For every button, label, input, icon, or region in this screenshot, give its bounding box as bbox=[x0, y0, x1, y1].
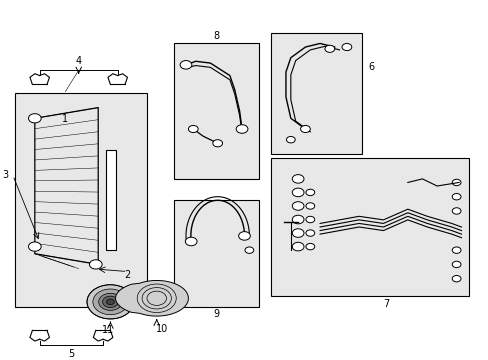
Circle shape bbox=[102, 296, 118, 307]
Circle shape bbox=[244, 247, 253, 253]
Circle shape bbox=[451, 179, 460, 186]
Circle shape bbox=[292, 188, 304, 197]
Circle shape bbox=[292, 175, 304, 183]
Circle shape bbox=[292, 202, 304, 210]
Circle shape bbox=[28, 242, 41, 251]
Bar bbox=[271, 158, 468, 297]
Circle shape bbox=[236, 125, 247, 133]
Bar bbox=[173, 200, 259, 307]
Circle shape bbox=[106, 299, 114, 305]
Circle shape bbox=[238, 231, 250, 240]
Circle shape bbox=[451, 193, 460, 200]
Polygon shape bbox=[115, 280, 188, 316]
Circle shape bbox=[99, 293, 122, 310]
Bar bbox=[15, 93, 147, 307]
Circle shape bbox=[451, 208, 460, 214]
Text: 3: 3 bbox=[2, 170, 9, 180]
Text: 5: 5 bbox=[68, 348, 74, 359]
Text: 9: 9 bbox=[213, 309, 219, 319]
Circle shape bbox=[89, 260, 102, 269]
Circle shape bbox=[325, 45, 334, 52]
Circle shape bbox=[180, 60, 191, 69]
Circle shape bbox=[305, 203, 314, 209]
Circle shape bbox=[286, 136, 295, 143]
Text: 10: 10 bbox=[155, 324, 167, 334]
Circle shape bbox=[305, 189, 314, 195]
Circle shape bbox=[451, 261, 460, 267]
Text: 7: 7 bbox=[382, 299, 388, 309]
Text: 8: 8 bbox=[213, 31, 219, 41]
Circle shape bbox=[87, 285, 134, 319]
Circle shape bbox=[451, 247, 460, 253]
Circle shape bbox=[292, 242, 304, 251]
Circle shape bbox=[292, 215, 304, 224]
Bar bbox=[271, 33, 361, 154]
Circle shape bbox=[305, 216, 314, 223]
Circle shape bbox=[212, 140, 222, 147]
Text: 6: 6 bbox=[367, 62, 374, 72]
Circle shape bbox=[305, 230, 314, 236]
Bar bbox=[173, 44, 259, 179]
Bar bbox=[105, 150, 116, 250]
Circle shape bbox=[451, 275, 460, 282]
Circle shape bbox=[28, 114, 41, 123]
Circle shape bbox=[300, 125, 310, 132]
Text: 4: 4 bbox=[76, 56, 81, 66]
Circle shape bbox=[292, 229, 304, 237]
Circle shape bbox=[93, 289, 128, 315]
Circle shape bbox=[341, 44, 351, 51]
Text: 2: 2 bbox=[124, 270, 130, 280]
Circle shape bbox=[305, 243, 314, 250]
Text: 1: 1 bbox=[62, 114, 68, 124]
Circle shape bbox=[188, 125, 198, 132]
Circle shape bbox=[185, 237, 197, 246]
Text: 11: 11 bbox=[102, 325, 114, 336]
